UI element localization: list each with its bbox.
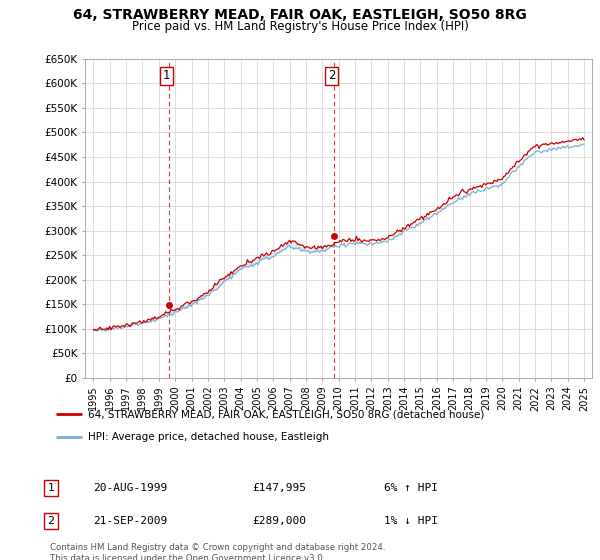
Text: £289,000: £289,000 xyxy=(252,516,306,526)
Text: 64, STRAWBERRY MEAD, FAIR OAK, EASTLEIGH, SO50 8RG (detached house): 64, STRAWBERRY MEAD, FAIR OAK, EASTLEIGH… xyxy=(88,409,484,419)
Text: 2: 2 xyxy=(47,516,55,526)
Text: 21-SEP-2009: 21-SEP-2009 xyxy=(93,516,167,526)
Text: 2: 2 xyxy=(328,69,335,82)
Text: HPI: Average price, detached house, Eastleigh: HPI: Average price, detached house, East… xyxy=(88,432,329,442)
Text: 1: 1 xyxy=(47,483,55,493)
Text: 1: 1 xyxy=(163,69,170,82)
Text: 64, STRAWBERRY MEAD, FAIR OAK, EASTLEIGH, SO50 8RG: 64, STRAWBERRY MEAD, FAIR OAK, EASTLEIGH… xyxy=(73,8,527,22)
Text: 20-AUG-1999: 20-AUG-1999 xyxy=(93,483,167,493)
Text: £147,995: £147,995 xyxy=(252,483,306,493)
Text: Price paid vs. HM Land Registry's House Price Index (HPI): Price paid vs. HM Land Registry's House … xyxy=(131,20,469,33)
Text: 6% ↑ HPI: 6% ↑ HPI xyxy=(384,483,438,493)
Text: 1% ↓ HPI: 1% ↓ HPI xyxy=(384,516,438,526)
Text: Contains HM Land Registry data © Crown copyright and database right 2024.
This d: Contains HM Land Registry data © Crown c… xyxy=(50,543,385,560)
